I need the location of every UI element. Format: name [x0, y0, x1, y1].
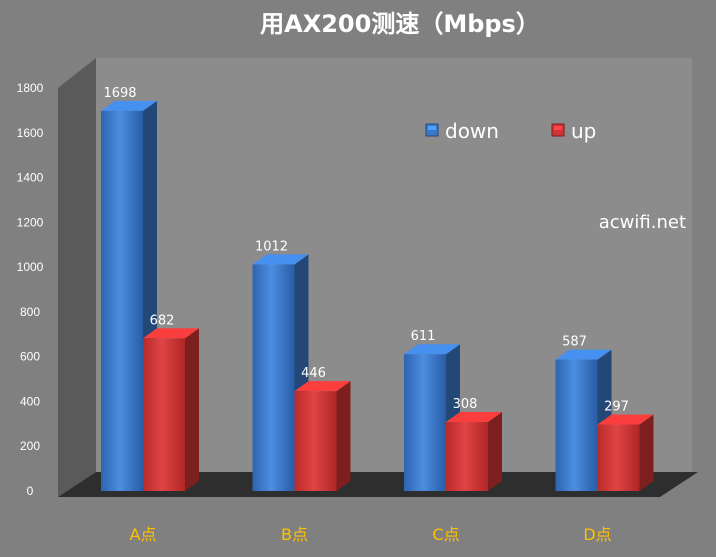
bar-top	[555, 349, 612, 360]
x-tick-label: C点	[432, 525, 459, 544]
bar-top	[597, 414, 654, 425]
y-tick-label: 600	[20, 350, 40, 364]
bars	[101, 100, 654, 491]
bar-up-2	[446, 412, 502, 491]
y-tick-label: 1000	[17, 260, 44, 274]
data-labels: 1698 682 1012 446 611 308 587 297	[103, 86, 628, 415]
x-tick-label: B点	[281, 525, 308, 544]
chart-title: 用AX200测速（Mbps）	[260, 10, 540, 38]
x-axis-ticks: A点 B点 C点 D点	[130, 525, 612, 544]
bar-side	[185, 328, 199, 491]
y-axis-ticks: 0 200 400 600 800 1000 1200 1400 1600 1800	[17, 81, 44, 498]
legend-item-up: up	[551, 119, 596, 143]
y-tick-label: 1200	[17, 215, 44, 229]
bar-up-1	[294, 381, 351, 491]
y-tick-label: 200	[20, 439, 40, 453]
data-label-down-3: 587	[562, 335, 587, 350]
bar-top	[252, 254, 309, 265]
legend-label: up	[571, 119, 596, 143]
back-wall	[96, 58, 692, 472]
bar-top	[101, 100, 157, 111]
y-tick-label: 1600	[17, 126, 44, 140]
y-tick-label: 400	[20, 394, 40, 408]
watermark: acwifi.net	[599, 212, 686, 233]
bar-side	[336, 381, 351, 491]
bar-front	[597, 424, 640, 491]
bar-front	[446, 422, 488, 491]
bar-top	[294, 381, 351, 392]
bar-front	[555, 359, 598, 491]
x-tick-label: A点	[130, 525, 157, 544]
bar-side	[639, 414, 654, 491]
y-tick-label: 800	[20, 305, 40, 319]
bar-top	[446, 412, 502, 423]
y-tick-label: 1800	[17, 81, 44, 95]
data-label-up-0: 682	[150, 313, 175, 328]
data-label-down-1: 1012	[255, 239, 288, 254]
data-label-up-2: 308	[453, 397, 478, 412]
bar-front	[101, 110, 143, 491]
x-tick-label: D点	[583, 525, 611, 544]
legend-label: down	[445, 119, 499, 143]
floor	[58, 472, 698, 497]
legend-item-down: down	[425, 119, 499, 143]
y-tick-label: 0	[27, 484, 34, 498]
bar-up-0	[143, 328, 199, 491]
bar-top	[143, 328, 199, 339]
legend-swatch-highlight	[428, 126, 436, 130]
bar-up-3	[597, 414, 654, 491]
data-label-up-1: 446	[301, 366, 326, 381]
bar-front	[252, 264, 295, 491]
bar-top	[404, 344, 460, 355]
data-label-down-2: 611	[411, 329, 436, 344]
data-label-up-3: 297	[604, 400, 629, 415]
bar-side	[488, 412, 502, 491]
bar-front	[404, 354, 446, 491]
y-tick-label: 1400	[17, 171, 44, 185]
legend-swatch-highlight	[554, 126, 562, 130]
bar-front	[143, 338, 185, 491]
data-label-down-0: 1698	[103, 86, 136, 101]
side-wall	[58, 58, 96, 497]
legend: down up	[425, 119, 596, 143]
bar-front	[294, 391, 337, 491]
